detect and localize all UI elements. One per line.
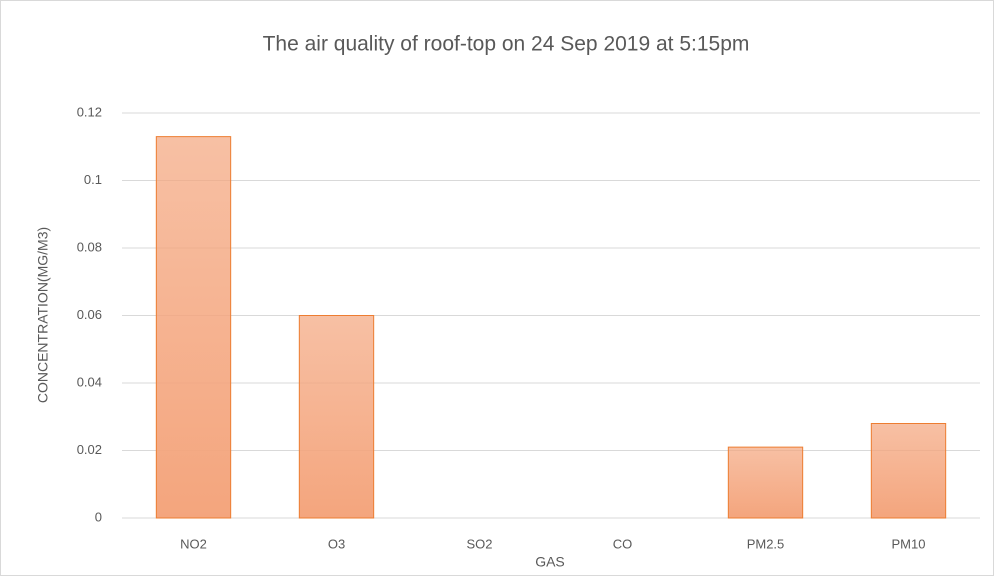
- y-axis-label: CONCENTRATION(MG/M3): [35, 227, 51, 403]
- bar: [298, 315, 375, 519]
- y-tick-label: 0.12: [77, 104, 102, 119]
- bar: [727, 446, 804, 519]
- y-tick-label: 0: [95, 509, 102, 524]
- y-tick-label: 0.08: [77, 239, 102, 254]
- chart-title: The air quality of roof-top on 24 Sep 20…: [263, 33, 750, 56]
- y-tick-label: 0.04: [77, 374, 102, 389]
- y-tick-label: 0.02: [77, 442, 102, 457]
- x-tick-label: SO2: [466, 536, 492, 551]
- x-axis-label: GAS: [535, 554, 565, 570]
- x-tick-label: O3: [328, 536, 345, 551]
- bar: [870, 423, 947, 519]
- x-tick-label: PM10: [892, 536, 926, 551]
- x-tick-label: PM2.5: [747, 536, 785, 551]
- y-tick-label: 0.06: [77, 307, 102, 322]
- bar: [155, 136, 232, 519]
- y-tick-label: 0.1: [84, 172, 102, 187]
- x-tick-label: CO: [613, 536, 633, 551]
- x-tick-label: NO2: [180, 536, 207, 551]
